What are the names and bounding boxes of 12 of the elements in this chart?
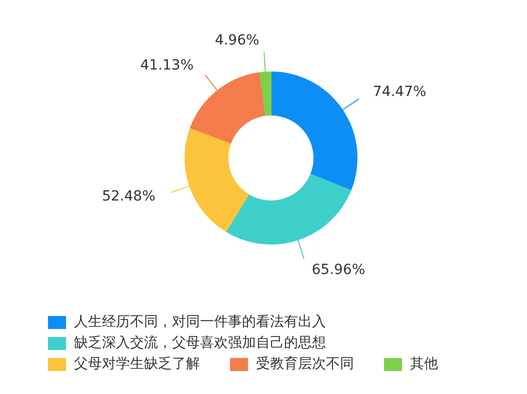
legend-label: 缺乏深入交流，父母喜欢强加自己的思想: [74, 334, 326, 352]
data-label: 4.96%: [214, 32, 260, 48]
data-label: 52.48%: [102, 188, 156, 204]
legend-label: 人生经历不同，对同一件事的看法有出入: [74, 313, 326, 331]
data-label: 41.13%: [140, 58, 194, 74]
donut-slice: [190, 72, 266, 144]
data-label: 65.96%: [312, 262, 366, 278]
donut-slice: [270, 72, 358, 191]
legend-label: 其他: [410, 355, 438, 373]
legend-label: 父母对学生缺乏了解: [74, 355, 200, 373]
data-label: 74.47%: [372, 84, 426, 100]
legend-label: 受教育层次不同: [256, 355, 354, 373]
